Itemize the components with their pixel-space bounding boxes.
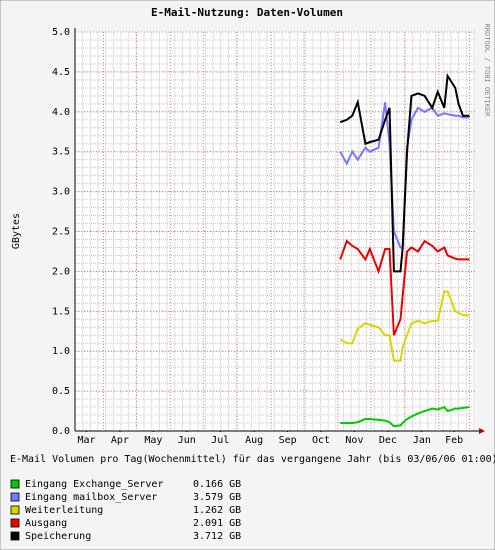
series-line [339,72,470,273]
legend-swatch [10,492,20,502]
y-tick-label: 2.5 [52,227,70,238]
legend-label: Speicherung [25,531,91,542]
y-tick-label: 4.0 [52,107,70,118]
series-line [339,239,470,336]
x-tick-label: Jan [413,435,431,446]
legend-label: Weiterleitung [25,505,103,516]
y-tick-label: 1.0 [52,346,70,357]
chart-title: E-Mail-Nutzung: Daten-Volumen [151,6,343,19]
y-tick-label: 0.0 [52,426,70,437]
y-tick-label: 5.0 [52,27,70,38]
y-tick-label: 3.5 [52,147,70,158]
legend-swatch [10,518,20,528]
y-tick-label: 1.5 [52,306,70,317]
x-tick-label: Oct [312,435,330,446]
x-axis-arrow [479,428,485,434]
y-tick-label: 2.0 [52,266,70,277]
y-axis-label: GBytes [11,213,22,249]
watermark: RRDTOOL / TOBI OETIKER [483,24,491,118]
x-tick-label: Dec [379,435,397,446]
x-tick-label: May [144,435,162,446]
legend-value: 3.579 GB [193,492,241,503]
x-tick-label: Apr [111,435,129,446]
legend-swatch [10,505,20,515]
y-tick-label: 4.5 [52,67,70,78]
legend-swatch [10,479,20,489]
x-tick-label: Nov [345,435,363,446]
legend-label: Ausgang [25,518,67,529]
legend-value: 3.712 GB [193,531,241,542]
legend-value: 2.091 GB [193,518,241,529]
legend-label: Eingang Exchange_Server [25,479,163,490]
y-tick-label: 0.5 [52,386,70,397]
x-tick-label: Aug [245,435,263,446]
series-line [340,405,470,428]
caption: E-Mail Volumen pro Tag(Wochenmittel) für… [10,454,495,465]
x-tick-label: Jul [211,435,229,446]
x-tick-label: Feb [445,435,463,446]
legend-value: 0.166 GB [193,479,241,490]
x-tick-label: Mar [77,435,95,446]
x-tick-label: Jun [178,435,196,446]
y-tick-label: 3.0 [52,187,70,198]
series-line [339,290,470,362]
legend-label: Eingang mailbox_Server [25,492,157,503]
legend-value: 1.262 GB [193,505,241,516]
legend-swatch [10,531,20,541]
x-tick-label: Sep [279,435,297,446]
